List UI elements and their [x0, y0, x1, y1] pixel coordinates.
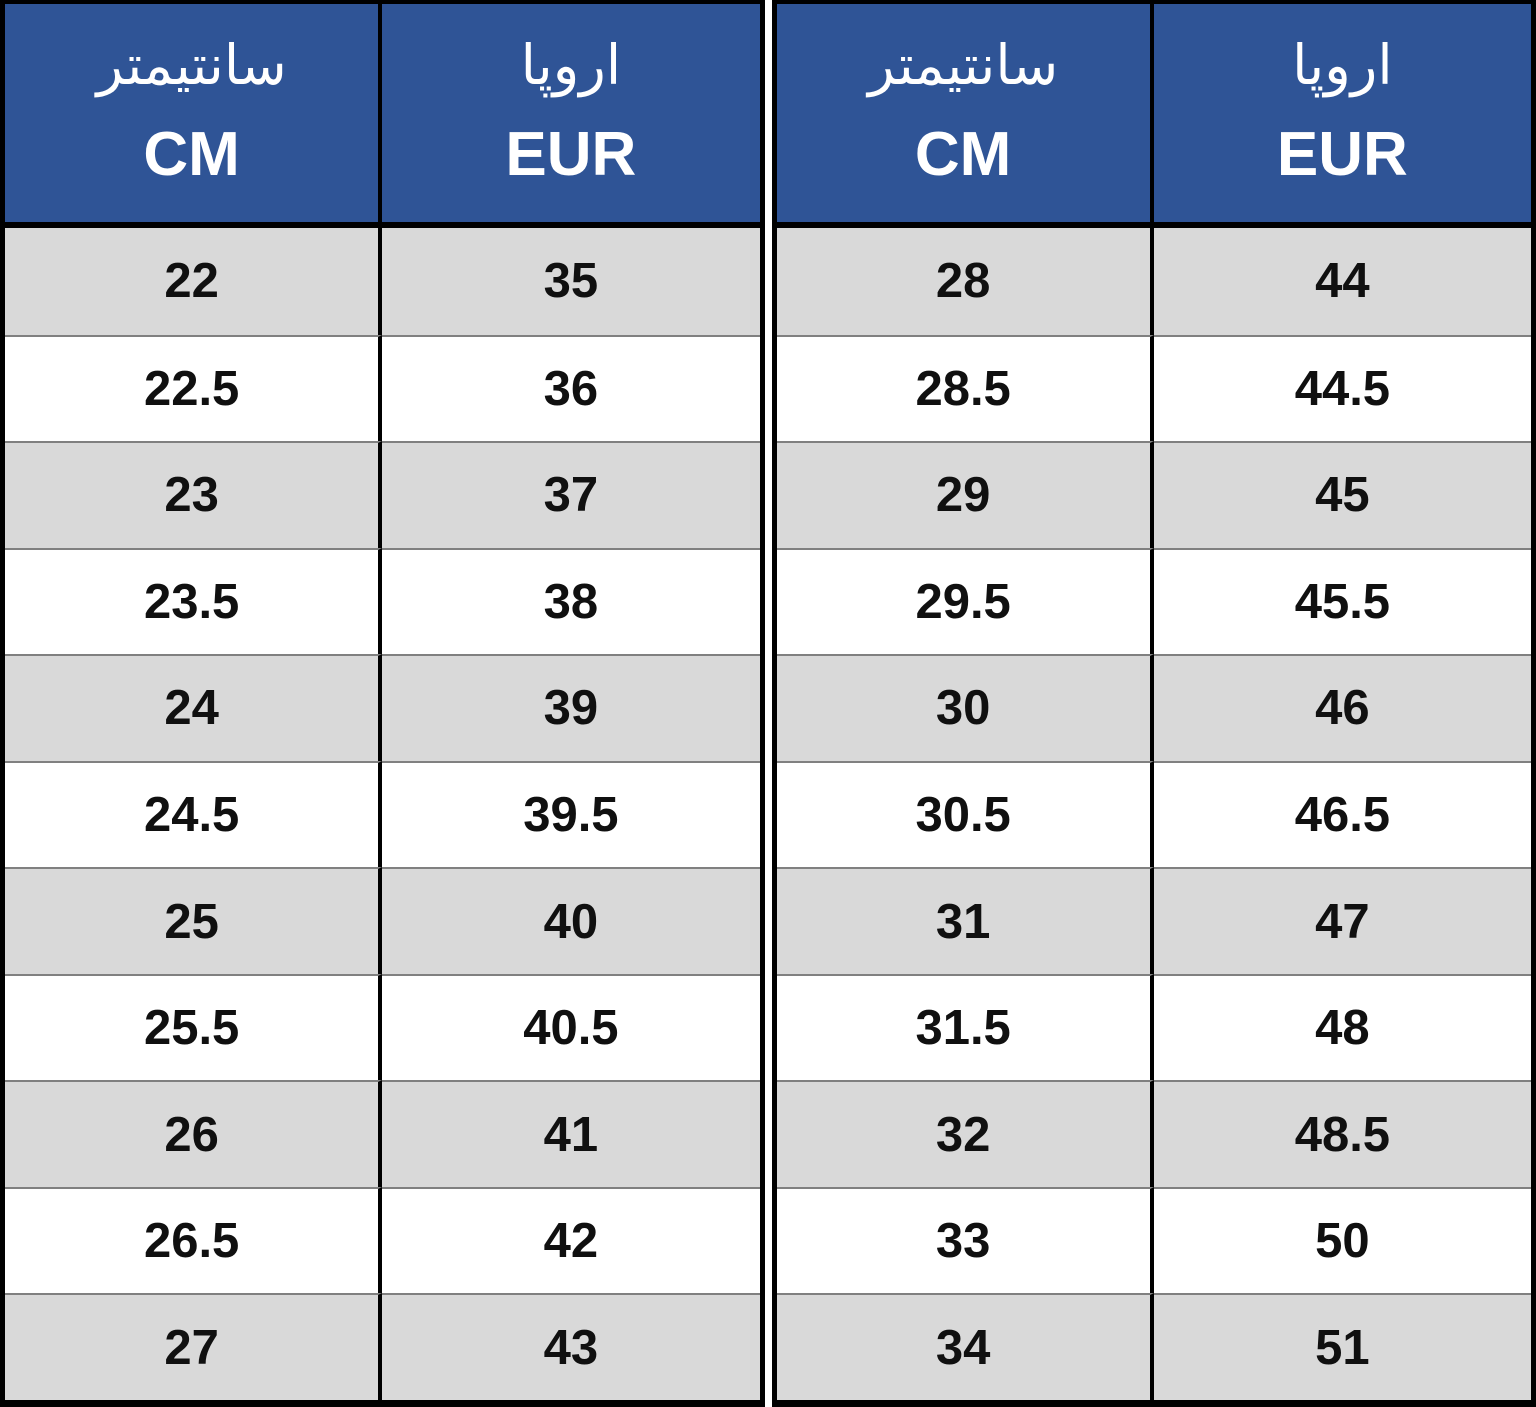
cm-value: 30: [776, 654, 1154, 761]
header-cm-label-latin: CM: [914, 119, 1012, 189]
eur-value: 45.5: [1153, 547, 1531, 655]
eur-value: 40: [382, 867, 760, 974]
eur-value: 37: [382, 441, 760, 548]
header-cm-label-farsi: سانتیمتر: [868, 33, 1059, 98]
eur-value: 44.5: [1153, 334, 1531, 442]
cm-value: 32: [776, 1080, 1154, 1187]
eur-value: 38: [382, 547, 760, 655]
header-cell-eur: اروپا EUR: [1153, 4, 1531, 228]
eur-value: 46: [1153, 654, 1531, 761]
cm-value: 28: [776, 228, 1154, 335]
eur-value: 51: [1153, 1293, 1531, 1400]
eur-value: 39: [382, 654, 760, 761]
cm-value: 31.5: [776, 973, 1154, 1081]
cm-value: 27: [5, 1293, 383, 1400]
cm-value: 26.5: [5, 1186, 383, 1294]
header-eur-label-latin: EUR: [1276, 119, 1408, 189]
eur-value: 36: [382, 334, 760, 442]
eur-value: 40.5: [382, 973, 760, 1081]
cm-value: 30.5: [776, 760, 1154, 868]
eur-value: 39.5: [382, 760, 760, 868]
cm-value: 23.5: [5, 547, 383, 655]
cm-value: 23: [5, 441, 383, 548]
header-eur-label-farsi: اروپا: [520, 33, 622, 98]
eur-value: 48: [1153, 973, 1531, 1081]
cm-value: 31: [776, 867, 1154, 974]
eur-value: 41: [382, 1080, 760, 1187]
header-cell-eur: اروپا EUR: [382, 4, 760, 228]
cm-value: 22: [5, 228, 383, 335]
eur-value: 42: [382, 1186, 760, 1294]
eur-value: 50: [1153, 1186, 1531, 1294]
eur-value: 47: [1153, 867, 1531, 974]
eur-value: 43: [382, 1293, 760, 1400]
eur-value: 45: [1153, 441, 1531, 548]
cm-value: 26: [5, 1080, 383, 1187]
header-cell-cm: سانتیمتر CM: [5, 4, 383, 228]
cm-value: 22.5: [5, 334, 383, 442]
eur-value: 46.5: [1153, 760, 1531, 868]
cm-value: 25: [5, 867, 383, 974]
header-cell-cm: سانتیمتر CM: [776, 4, 1154, 228]
eur-value: 35: [382, 228, 760, 335]
eur-value: 44: [1153, 228, 1531, 335]
size-table-right: سانتیمتر CM اروپا EUR 28 44 28.5 44.5 29…: [771, 0, 1536, 1407]
cm-value: 34: [776, 1293, 1154, 1400]
header-cm-label-latin: CM: [143, 119, 240, 189]
eur-value: 48.5: [1153, 1080, 1531, 1187]
header-cm-label-farsi: سانتیمتر: [96, 33, 287, 98]
cm-value: 25.5: [5, 973, 383, 1081]
size-table-left: سانتیمتر CM اروپا EUR 22 35 22.5 36 23 3…: [0, 0, 765, 1407]
cm-value: 24: [5, 654, 383, 761]
header-eur-label-farsi: اروپا: [1292, 33, 1393, 98]
cm-value: 29: [776, 441, 1154, 548]
cm-value: 29.5: [776, 547, 1154, 655]
cm-value: 33: [776, 1186, 1154, 1294]
cm-value: 28.5: [776, 334, 1154, 442]
header-eur-label-latin: EUR: [505, 119, 637, 189]
cm-value: 24.5: [5, 760, 383, 868]
